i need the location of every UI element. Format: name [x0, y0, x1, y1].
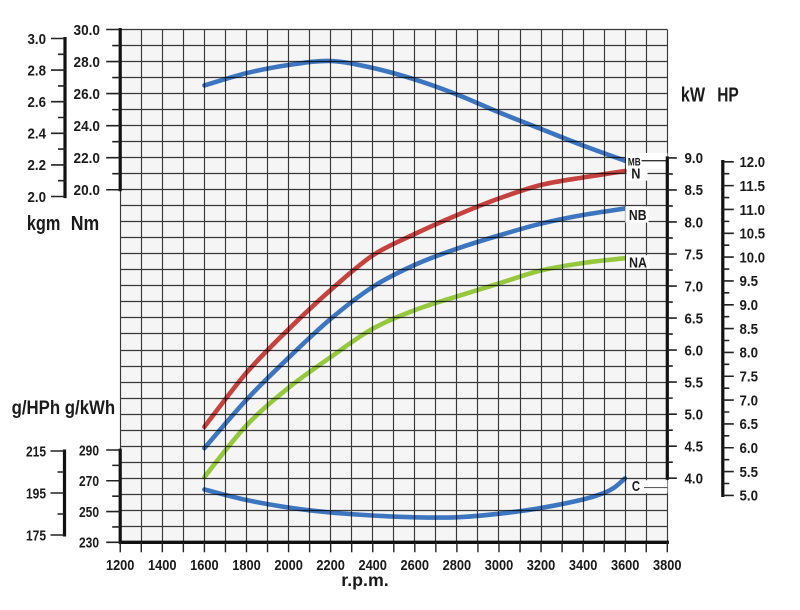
svg-text:5.0: 5.0 [740, 488, 759, 505]
svg-text:2.2: 2.2 [28, 157, 47, 174]
svg-text:290: 290 [79, 442, 99, 459]
svg-text:2600: 2600 [401, 557, 430, 574]
svg-text:C: C [632, 478, 640, 495]
svg-text:11.5: 11.5 [740, 178, 766, 195]
svg-text:230: 230 [79, 535, 99, 552]
svg-text:5.0: 5.0 [685, 406, 704, 423]
svg-text:NB: NB [629, 207, 647, 224]
svg-text:1200: 1200 [106, 557, 135, 574]
svg-text:r.p.m.: r.p.m. [341, 570, 389, 590]
svg-text:11.0: 11.0 [740, 202, 766, 219]
svg-text:2400: 2400 [358, 557, 387, 574]
svg-text:8.0: 8.0 [740, 345, 759, 362]
svg-text:HP: HP [717, 84, 739, 107]
svg-text:2.8: 2.8 [28, 62, 47, 79]
svg-text:1800: 1800 [232, 557, 261, 574]
svg-text:24.0: 24.0 [74, 118, 101, 135]
svg-text:N: N [631, 166, 640, 183]
svg-text:250: 250 [79, 504, 99, 521]
svg-text:10.5: 10.5 [740, 226, 766, 243]
svg-text:30.0: 30.0 [74, 22, 101, 39]
svg-text:7.5: 7.5 [685, 246, 704, 263]
svg-text:g/HPh g/kWh: g/HPh g/kWh [12, 398, 116, 419]
svg-text:3600: 3600 [611, 557, 640, 574]
svg-text:Nm: Nm [71, 213, 100, 235]
svg-text:2.4: 2.4 [28, 126, 47, 143]
svg-text:8.5: 8.5 [740, 321, 759, 338]
svg-text:3000: 3000 [485, 557, 514, 574]
svg-text:270: 270 [79, 473, 99, 490]
svg-text:3.0: 3.0 [28, 31, 47, 48]
svg-text:MB: MB [628, 156, 641, 168]
svg-text:3800: 3800 [653, 557, 682, 574]
svg-text:215: 215 [26, 443, 46, 460]
svg-text:3400: 3400 [569, 557, 598, 574]
svg-text:2.6: 2.6 [28, 94, 47, 111]
svg-text:2800: 2800 [443, 557, 472, 574]
svg-text:4.0: 4.0 [685, 471, 704, 488]
svg-text:7.5: 7.5 [740, 369, 759, 386]
svg-text:3200: 3200 [527, 557, 556, 574]
svg-text:8.5: 8.5 [685, 182, 704, 199]
svg-text:1600: 1600 [190, 557, 219, 574]
svg-text:5.5: 5.5 [740, 464, 759, 481]
svg-text:26.0: 26.0 [74, 86, 101, 103]
svg-text:7.0: 7.0 [685, 278, 704, 295]
svg-text:195: 195 [26, 485, 46, 502]
svg-text:8.0: 8.0 [685, 214, 704, 231]
svg-text:5.5: 5.5 [685, 374, 704, 391]
svg-text:6.0: 6.0 [740, 440, 759, 457]
svg-text:9.5: 9.5 [740, 273, 759, 290]
svg-text:22.0: 22.0 [74, 150, 101, 167]
svg-text:9.0: 9.0 [740, 297, 759, 314]
svg-text:7.0: 7.0 [740, 392, 759, 409]
svg-text:9.0: 9.0 [685, 150, 704, 167]
svg-text:4.5: 4.5 [685, 439, 704, 456]
svg-text:10.0: 10.0 [740, 249, 766, 266]
svg-text:6.0: 6.0 [685, 342, 704, 359]
svg-text:175: 175 [26, 527, 46, 544]
svg-text:20.0: 20.0 [74, 182, 101, 199]
svg-text:2200: 2200 [316, 557, 345, 574]
svg-text:2000: 2000 [274, 557, 303, 574]
svg-text:kgm: kgm [27, 213, 61, 235]
svg-text:6.5: 6.5 [740, 416, 759, 433]
svg-text:NA: NA [629, 254, 647, 271]
svg-text:2.0: 2.0 [28, 189, 47, 206]
svg-text:12.0: 12.0 [740, 154, 766, 171]
svg-text:28.0: 28.0 [74, 54, 101, 71]
svg-text:kW: kW [681, 84, 706, 107]
svg-text:6.5: 6.5 [685, 310, 704, 327]
svg-text:1400: 1400 [148, 557, 177, 574]
